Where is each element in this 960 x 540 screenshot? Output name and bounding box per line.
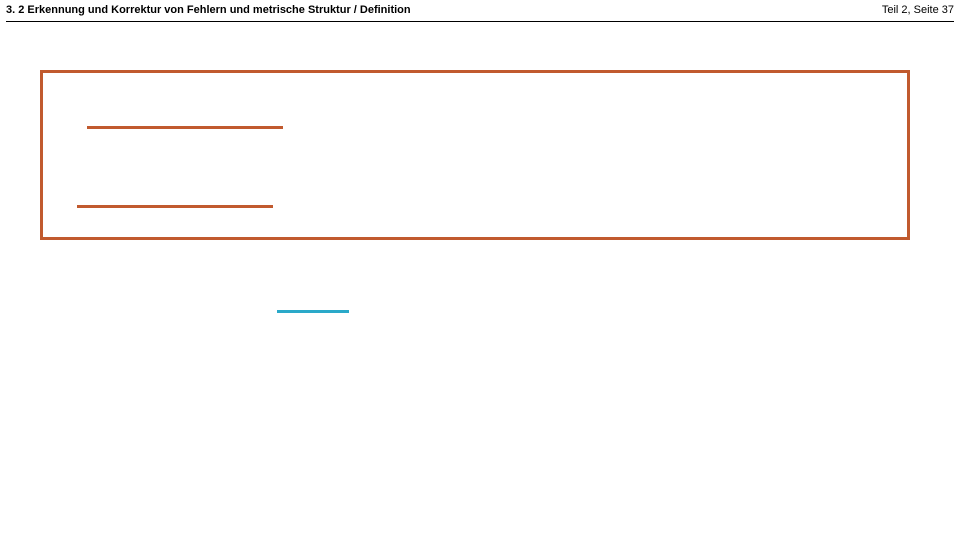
section-title: 3. 2 Erkennung und Korrektur von Fehlern…: [6, 4, 411, 16]
page-number: Teil 2, Seite 37: [882, 4, 954, 16]
underline-2: [77, 205, 273, 208]
page-header: 3. 2 Erkennung und Korrektur von Fehlern…: [6, 4, 954, 22]
definition-box: [40, 70, 910, 240]
underline-1: [87, 126, 283, 129]
underline-3: [277, 310, 349, 313]
